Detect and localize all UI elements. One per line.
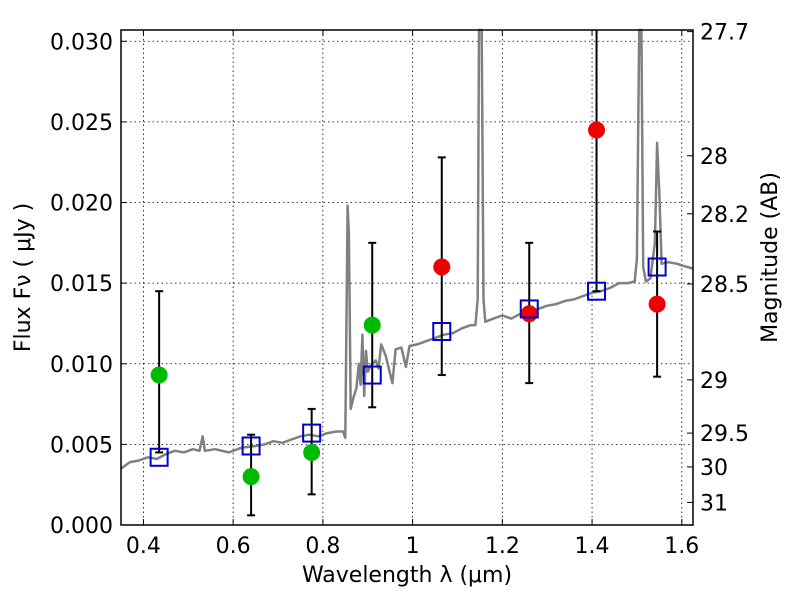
model-flux-square	[587, 281, 607, 301]
y-tick-label: 0.025	[50, 111, 113, 136]
y2-tick-label: 29	[700, 369, 728, 394]
x-tick-label: 1.4	[575, 534, 610, 559]
plot-frame	[120, 29, 694, 526]
y2-tick-label: 28.5	[700, 273, 749, 298]
x-tick-label: 1.6	[664, 534, 699, 559]
x-tick-label: 1.2	[485, 534, 520, 559]
y2-tick-label: 27.7	[700, 21, 749, 46]
data-markers	[149, 121, 667, 486]
data-point-circle	[363, 316, 381, 334]
y2-tick-label: 31	[700, 491, 728, 516]
y-tick-label: 0.015	[50, 272, 113, 297]
model-flux-square	[519, 299, 539, 319]
grid	[121, 30, 693, 526]
data-point-circle	[648, 295, 666, 313]
y-tick-label: 0.005	[50, 433, 113, 458]
data-point-circle	[433, 258, 451, 276]
axes: 0.4 0.6 0.8 1 1.2 1.4 1.6 0.000 0.005 0.010 0.015 0…	[50, 21, 749, 559]
model-flux-square	[302, 423, 322, 443]
data-point-circle	[520, 305, 538, 323]
model-flux-square	[362, 365, 382, 385]
y-tick-label: 0.020	[50, 192, 113, 217]
y-axis-title: Flux Fν ( μJy )	[11, 203, 36, 352]
x-tick-label: 0.8	[305, 534, 340, 559]
x-tick-label: 0.4	[126, 534, 161, 559]
data-point-circle	[303, 443, 321, 461]
y-tick-label: 0.010	[50, 353, 113, 378]
y2-tick-label: 29.5	[700, 422, 749, 447]
model-flux-square	[241, 436, 261, 456]
y-tick-label: 0.000	[50, 514, 113, 539]
model-flux-square	[149, 447, 169, 467]
model-spectrum	[120, 28, 694, 470]
error-bars	[155, 30, 662, 517]
y2-tick-label: 28.2	[700, 203, 749, 228]
x-tick-label: 1	[406, 534, 420, 559]
y-tick-label: 0.030	[50, 30, 113, 55]
data-point-circle	[588, 121, 606, 139]
model-flux-square	[432, 322, 452, 342]
y2-tick-label: 30	[700, 456, 728, 481]
model-spectrum-line	[120, 28, 694, 470]
y2-axis-title: Magnitude (AB)	[758, 172, 783, 343]
y2-tick-label: 28	[700, 145, 728, 170]
data-point-circle	[242, 468, 260, 486]
x-axis-title: Wavelength λ (μm)	[302, 563, 512, 588]
data-point-circle	[150, 366, 168, 384]
model-flux-square	[647, 257, 667, 277]
x-tick-label: 0.6	[216, 534, 251, 559]
